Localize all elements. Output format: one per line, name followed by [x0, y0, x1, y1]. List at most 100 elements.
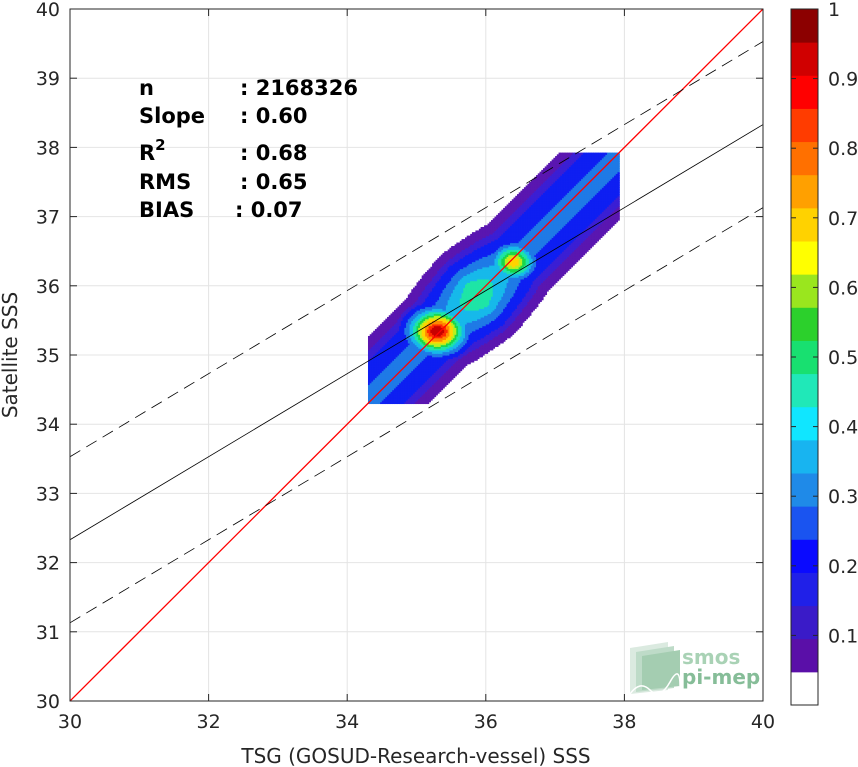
density-cell — [482, 322, 485, 325]
density-cell — [468, 282, 471, 285]
density-cell — [387, 358, 390, 361]
density-cell — [411, 368, 414, 372]
density-cell — [409, 363, 412, 366]
density-cell — [442, 296, 445, 299]
density-cell — [409, 387, 412, 391]
density-cell — [376, 368, 379, 372]
density-cell — [487, 304, 490, 308]
density-cell — [376, 346, 379, 349]
density-cell — [435, 277, 438, 280]
density-cell — [449, 344, 452, 347]
density-cell — [458, 360, 461, 363]
density-cell — [411, 306, 414, 309]
density-cell — [404, 358, 407, 361]
density-cell — [432, 334, 435, 337]
density-cell — [468, 284, 471, 287]
density-cell — [463, 277, 466, 280]
density-cell — [430, 275, 433, 278]
density-cell — [471, 316, 475, 320]
density-cell — [445, 308, 449, 311]
density-cell — [465, 327, 468, 330]
density-cell — [465, 285, 468, 289]
density-cell — [432, 330, 435, 334]
density-cell — [367, 374, 371, 377]
density-cell — [435, 375, 438, 379]
density-cell — [461, 271, 464, 275]
density-cell — [423, 313, 426, 316]
density-cell — [426, 375, 430, 379]
density-cell — [452, 252, 456, 256]
density-cell — [465, 308, 468, 311]
density-cell — [494, 320, 497, 323]
density-cell — [435, 316, 438, 320]
density-cell — [423, 299, 426, 302]
density-cell — [449, 268, 452, 271]
density-cell — [454, 304, 457, 308]
density-cell — [413, 351, 416, 354]
density-cell — [458, 318, 461, 321]
density-cell — [485, 297, 489, 301]
density-cell — [404, 386, 407, 389]
density-cell — [470, 329, 473, 332]
density-cell — [487, 313, 490, 316]
density-cell — [466, 335, 470, 339]
density-cell — [473, 341, 477, 344]
density-cell — [428, 292, 431, 296]
density-cell — [426, 389, 430, 392]
density-cell — [484, 341, 487, 344]
density-cell — [432, 316, 435, 320]
density-cell — [442, 329, 445, 332]
density-cell — [406, 355, 409, 358]
density-cell — [426, 289, 430, 292]
density-cell — [404, 374, 407, 377]
density-cell — [440, 278, 444, 282]
density-cell — [425, 325, 428, 328]
density-cell — [423, 285, 426, 289]
density-cell — [442, 273, 445, 277]
density-cell — [402, 380, 405, 384]
density-cell — [489, 337, 492, 341]
density-cell — [445, 370, 449, 373]
density-cell — [423, 361, 426, 365]
density-cell — [447, 254, 451, 257]
density-cell — [399, 308, 402, 311]
density-cell — [466, 339, 470, 342]
density-cell — [378, 330, 381, 334]
density-cell — [387, 379, 390, 382]
density-cell — [477, 289, 480, 292]
density-cell — [480, 259, 483, 263]
density-cell — [392, 358, 395, 361]
density-cell — [458, 353, 461, 356]
density-cell — [380, 382, 383, 386]
density-cell — [411, 389, 414, 392]
density-cell — [387, 370, 390, 373]
density-cell — [452, 360, 456, 363]
density-cell — [466, 308, 470, 311]
density-cell — [388, 379, 392, 382]
density-cell — [414, 375, 418, 379]
density-cell — [378, 349, 381, 353]
density-cell — [428, 342, 431, 346]
density-cell — [425, 327, 428, 330]
density-cell — [435, 382, 438, 386]
density-cell — [435, 323, 438, 327]
density-cell — [378, 382, 381, 386]
density-cell — [399, 306, 402, 309]
density-cell — [385, 356, 388, 360]
density-cell — [480, 349, 483, 353]
density-cell — [489, 251, 492, 254]
density-cell — [459, 342, 463, 346]
density-cell — [387, 335, 390, 339]
density-cell — [477, 254, 480, 257]
density-cell — [413, 330, 416, 334]
density-cell — [432, 287, 435, 290]
density-cell — [385, 372, 388, 375]
density-cell — [385, 386, 388, 389]
density-cell — [454, 289, 457, 292]
density-cell — [433, 301, 437, 304]
density-cell — [380, 358, 383, 361]
density-cell — [471, 296, 475, 299]
density-cell — [459, 360, 463, 363]
density-cell — [492, 247, 496, 251]
density-cell — [387, 325, 390, 328]
